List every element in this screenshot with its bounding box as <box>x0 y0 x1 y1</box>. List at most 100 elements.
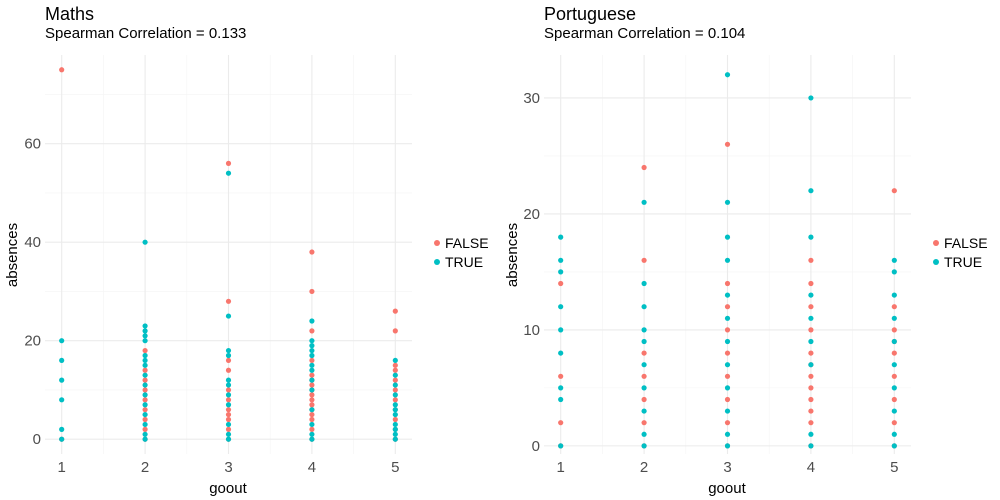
maths-point-true <box>225 421 232 428</box>
portuguese-point-true <box>724 72 731 78</box>
portuguese-legend: FALSE TRUE <box>933 235 988 270</box>
maths-point-true <box>309 367 315 373</box>
portuguese-point-true <box>641 443 647 449</box>
portuguese-point-true <box>641 280 647 287</box>
maths-point-true <box>142 323 148 329</box>
portuguese-x-tick-label: 4 <box>807 459 815 476</box>
maths-point-true <box>225 170 232 176</box>
portuguese-y-tick-label: 20 <box>523 206 540 223</box>
maths-point-true <box>142 421 148 428</box>
portuguese-x-tick-label: 1 <box>557 459 565 476</box>
maths-subtitle: Spearman Correlation = 0.133 <box>45 25 246 42</box>
portuguese-point-false <box>808 385 814 391</box>
maths-point-true <box>392 426 398 432</box>
portuguese-point-true <box>891 269 897 275</box>
maths-y-tick-label: 40 <box>24 234 41 251</box>
maths-y-tick-label: 60 <box>24 136 41 153</box>
maths-point-true <box>142 357 148 364</box>
maths-point-false <box>392 328 398 334</box>
maths-point-true <box>309 377 315 383</box>
portuguese-point-false <box>641 373 647 379</box>
portuguese-gridlines <box>544 55 911 454</box>
portuguese-series-true <box>558 72 897 449</box>
portuguese-point-true <box>641 408 647 414</box>
maths-point-true <box>309 338 315 344</box>
maths-point-false <box>309 397 315 403</box>
portuguese-x-tick-label: 5 <box>890 459 898 476</box>
portuguese-point-false <box>724 327 731 333</box>
portuguese-point-true <box>891 362 897 368</box>
portuguese-point-true <box>724 338 731 345</box>
maths-point-true <box>309 362 315 368</box>
portuguese-point-true <box>891 443 897 449</box>
portuguese-point-false <box>891 350 897 356</box>
maths-point-true <box>225 431 232 437</box>
maths-point-true <box>142 392 148 398</box>
portuguese-point-false <box>808 327 814 333</box>
maths-legend-false-key <box>434 240 440 246</box>
portuguese-point-true <box>724 315 731 321</box>
maths-point-true <box>225 313 232 319</box>
maths-point-false <box>309 328 315 334</box>
maths-point-true <box>142 333 148 339</box>
portuguese-point-true <box>641 327 647 333</box>
maths-point-false <box>225 397 232 403</box>
portuguese-y-tick-label: 0 <box>532 438 540 455</box>
maths-point-true <box>59 357 65 364</box>
portuguese-point-true <box>808 315 814 321</box>
maths-point-false <box>142 377 148 383</box>
maths-point-true <box>225 382 232 388</box>
maths-point-true <box>59 338 65 344</box>
maths-point-false <box>225 357 232 364</box>
portuguese-point-true <box>724 408 731 414</box>
maths-x-axis-label: goout <box>209 480 247 497</box>
portuguese-point-true <box>891 431 897 437</box>
maths-point-false <box>225 426 232 432</box>
portuguese-point-false <box>891 188 897 194</box>
portuguese-point-true <box>808 338 814 345</box>
portuguese-point-true <box>558 396 564 403</box>
maths-point-true <box>59 426 65 432</box>
maths-point-true <box>392 402 398 408</box>
portuguese-point-false <box>808 408 814 414</box>
maths-point-false <box>309 426 315 432</box>
maths-point-true <box>309 387 315 393</box>
maths-point-false <box>142 407 148 413</box>
maths-point-true <box>309 431 315 437</box>
maths-point-false <box>225 160 232 166</box>
maths-point-true <box>142 402 148 408</box>
portuguese-point-true <box>808 292 814 298</box>
portuguese-point-true <box>724 385 731 391</box>
portuguese-point-false <box>808 350 814 356</box>
maths-point-false <box>225 407 232 413</box>
portuguese-point-true <box>724 234 731 240</box>
maths-point-true <box>142 382 148 388</box>
maths-point-true <box>225 392 232 398</box>
maths-point-true <box>309 407 315 413</box>
maths-point-true <box>392 382 398 388</box>
portuguese-point-false <box>558 420 564 426</box>
portuguese-point-true <box>808 95 814 101</box>
maths-legend: FALSE TRUE <box>434 235 489 270</box>
portuguese-point-true <box>641 199 647 205</box>
maths-point-true <box>225 377 232 383</box>
portuguese-point-true <box>891 315 897 321</box>
portuguese-point-true <box>891 338 897 345</box>
maths-point-false <box>225 387 232 393</box>
portuguese-point-true <box>558 443 564 449</box>
portuguese-point-true <box>558 350 564 356</box>
portuguese-point-true <box>641 385 647 391</box>
maths-point-false <box>225 367 232 373</box>
maths-point-true <box>225 402 232 408</box>
portuguese-point-false <box>641 420 647 426</box>
portuguese-point-true <box>641 338 647 345</box>
maths-point-true <box>59 436 65 442</box>
maths-point-false <box>392 387 398 393</box>
portuguese-point-true <box>891 292 897 298</box>
portuguese-point-false <box>891 373 897 379</box>
maths-point-true <box>142 362 148 368</box>
portuguese-point-false <box>808 396 814 403</box>
portuguese-point-true <box>558 234 564 240</box>
portuguese-point-false <box>724 396 731 403</box>
